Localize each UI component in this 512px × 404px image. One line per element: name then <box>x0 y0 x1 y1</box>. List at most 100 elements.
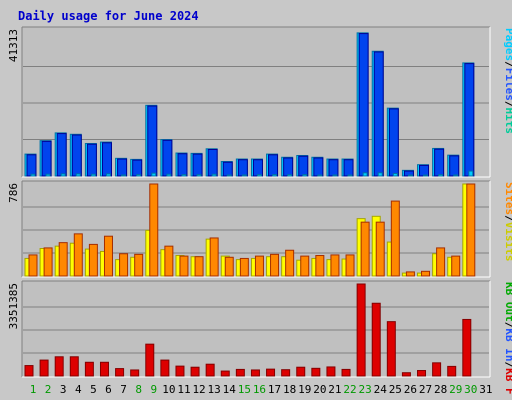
bar <box>175 365 185 377</box>
bar <box>466 183 476 277</box>
bar <box>313 157 324 177</box>
legend-entry: Files <box>503 68 512 101</box>
legend-entry: Hits <box>503 108 512 135</box>
bar <box>447 365 457 377</box>
bar <box>207 148 218 177</box>
graph-title: Daily usage for June 2024 <box>18 9 199 23</box>
bar <box>417 370 427 377</box>
bar <box>134 253 144 277</box>
bar <box>330 254 340 277</box>
bar <box>41 140 52 177</box>
x-tick-label: 30 <box>464 383 477 396</box>
x-tick-label: 21 <box>328 383 341 396</box>
y-max-label: 3351385 <box>7 283 20 329</box>
bar <box>254 255 264 277</box>
bar <box>224 256 234 277</box>
x-tick-label: 20 <box>313 383 326 396</box>
bar <box>362 172 368 177</box>
bar <box>285 249 295 277</box>
bar <box>226 174 232 177</box>
x-tick-label: 31 <box>479 383 492 396</box>
bar <box>39 359 49 377</box>
bar <box>28 254 38 277</box>
bar <box>462 318 472 377</box>
x-tick-label: 13 <box>208 383 221 396</box>
bar <box>71 134 82 177</box>
bar <box>449 155 460 177</box>
legend-entry: / <box>503 362 512 369</box>
panel-legend: Sites/Visits <box>503 182 512 262</box>
bar <box>194 256 204 277</box>
x-tick-label: 22 <box>343 383 356 396</box>
bar <box>90 173 96 177</box>
bar <box>103 235 113 277</box>
bar <box>209 237 219 277</box>
bar <box>358 33 369 177</box>
legend-entry: KB In <box>503 328 512 361</box>
bar <box>332 174 338 177</box>
legend-entry: KB F <box>503 368 512 395</box>
bar <box>43 247 53 277</box>
bar <box>45 173 51 177</box>
bar <box>119 253 129 277</box>
bar <box>328 159 339 177</box>
bar <box>423 174 429 177</box>
bar <box>360 221 370 277</box>
x-tick-label: 12 <box>192 383 205 396</box>
x-tick-label: 27 <box>419 383 432 396</box>
bar <box>347 174 353 177</box>
bar <box>117 158 128 177</box>
bar <box>211 173 217 177</box>
x-tick-label: 15 <box>238 383 251 396</box>
bar <box>54 356 64 377</box>
x-tick-label: 17 <box>268 383 281 396</box>
bar <box>237 159 248 177</box>
bar <box>315 255 325 277</box>
bar <box>401 372 411 377</box>
bar <box>69 356 79 377</box>
x-tick-label: 4 <box>75 383 82 396</box>
bar <box>405 271 415 277</box>
bar <box>145 343 155 377</box>
bar <box>88 243 98 277</box>
x-tick-label: 18 <box>283 383 296 396</box>
bar <box>162 139 173 177</box>
bar <box>371 302 381 377</box>
bar <box>468 170 474 177</box>
legend-entry: / <box>503 322 512 329</box>
series-kb-f <box>24 283 472 377</box>
bar <box>235 368 245 377</box>
bar <box>281 369 291 377</box>
bar <box>272 174 278 177</box>
bar <box>166 173 172 177</box>
x-tick-label: 5 <box>90 383 97 396</box>
x-tick-label: 29 <box>449 383 462 396</box>
bar <box>181 174 187 177</box>
x-tick-label: 7 <box>120 383 127 396</box>
bar <box>386 321 396 377</box>
bar <box>432 362 442 377</box>
legend-entry: / <box>503 101 512 108</box>
x-tick-label: 11 <box>177 383 190 396</box>
legend-entry: Sites <box>503 182 512 215</box>
bar <box>451 255 461 277</box>
bar <box>101 142 112 177</box>
bar <box>326 366 336 377</box>
bar <box>390 200 400 277</box>
bar <box>147 105 158 177</box>
bar <box>341 368 351 377</box>
bar <box>256 174 262 177</box>
x-tick-label: 1 <box>30 383 37 396</box>
bar <box>298 155 309 177</box>
bar <box>373 51 384 177</box>
y-max-label: 786 <box>7 183 20 203</box>
bar <box>160 359 170 377</box>
panel-middle: 786 Sites/Visits <box>7 180 512 278</box>
bar <box>205 363 215 377</box>
bar <box>343 159 354 177</box>
bar <box>419 164 430 177</box>
